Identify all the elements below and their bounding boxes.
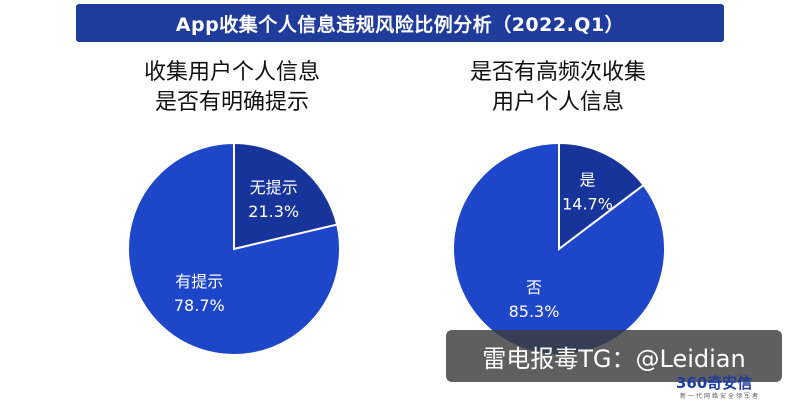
pie-right-slice-minor [558, 141, 645, 252]
pie-chart-left-title: 收集用户个人信息 是否有明确提示 [92, 58, 372, 118]
pie-left-slice-major [127, 141, 341, 356]
pie-left-slice-minor [233, 141, 339, 251]
pie-left-slice-minor-label: 无提示 [250, 178, 298, 197]
qianxin-logo: 360奇安信 新一代网络安全领军者 [676, 372, 786, 400]
pie-right-slice-minor-label: 是 [579, 171, 595, 190]
pie-right-slice-major-value: 85.3% [509, 302, 560, 321]
pie-chart-right-title-line-2: 用户个人信息 [491, 90, 624, 115]
pie-chart-left: 无提示 21.3% 有提示 78.7% [127, 141, 341, 356]
header-bar: App收集个人信息违规风险比例分析（2022.Q1） [76, 4, 724, 42]
pie-chart-left-title-line-1: 收集用户个人信息 [143, 60, 320, 85]
logo-sub-text: 新一代网络安全领军者 [680, 393, 761, 400]
chart-main-title: App收集个人信息违规风险比例分析（2022.Q1） [175, 13, 625, 36]
logo-main-text: 360奇安信 [676, 374, 753, 392]
pie-chart-right-title-block: 是否有高频次收集 用户个人信息 [418, 58, 698, 118]
pie-chart-right: 是 14.7% 否 85.3% [452, 141, 667, 356]
pie-chart-left-title-block: 收集用户个人信息 是否有明确提示 [92, 58, 372, 118]
pie-right-slice-major-label: 否 [526, 278, 542, 297]
pie-chart-left-title-line-2: 是否有明确提示 [154, 90, 309, 115]
watermark-text: 雷电报毒TG：@Leidian [482, 344, 746, 373]
pie-left-slice-major-value: 78.7% [174, 296, 225, 315]
pie-chart-right-title: 是否有高频次收集 用户个人信息 [418, 58, 698, 118]
watermark-banner: 雷电报毒TG：@Leidian [446, 330, 782, 382]
pie-right-slice-minor-value: 14.7% [562, 195, 613, 214]
pie-left-slice-major-label: 有提示 [175, 272, 223, 291]
pie-left-slice-minor-value: 21.3% [248, 202, 299, 221]
pie-chart-right-title-line-1: 是否有高频次收集 [469, 60, 646, 85]
